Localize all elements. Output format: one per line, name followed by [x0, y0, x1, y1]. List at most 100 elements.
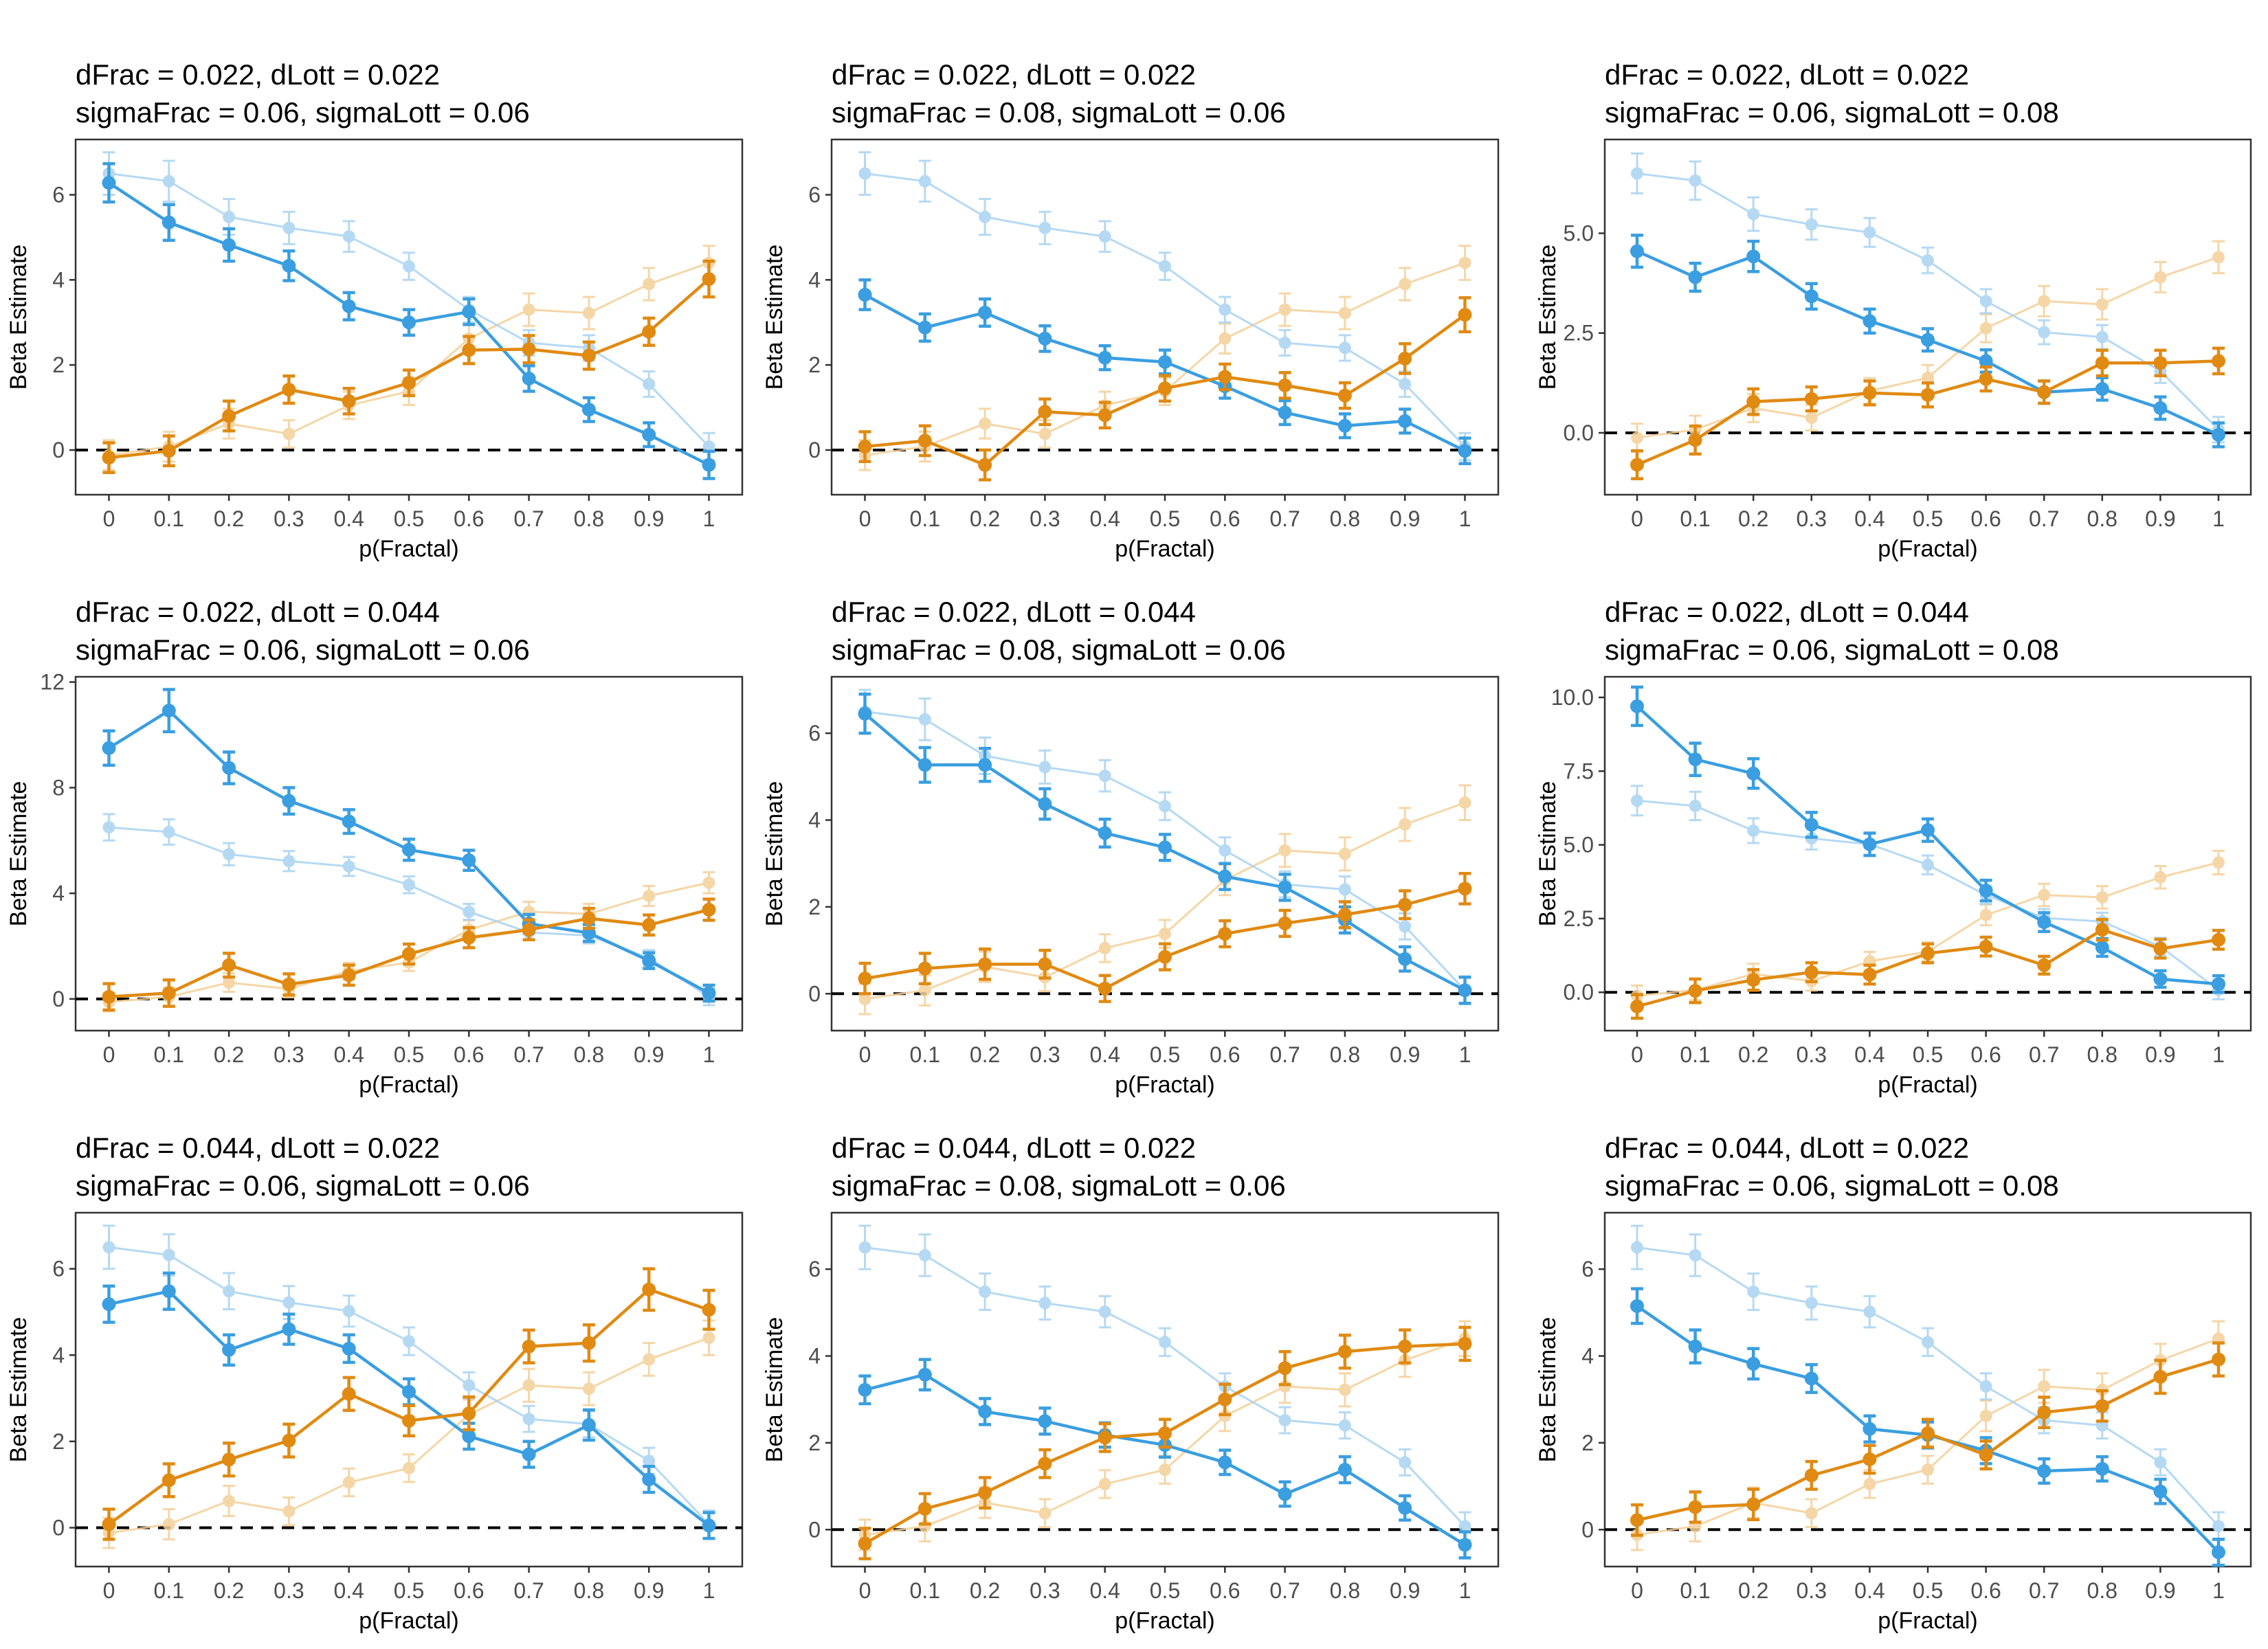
reference-fractal-series-point	[223, 848, 236, 861]
lottery-series-point	[642, 1282, 656, 1297]
x-tick-label: 0	[859, 1042, 871, 1067]
x-axis-label: p(Fractal)	[1115, 1072, 1214, 1098]
lottery-series-point	[1278, 916, 1292, 930]
fractal-series	[102, 162, 716, 480]
x-tick-label: 0.3	[274, 506, 304, 531]
x-tick-label: 0.3	[274, 1042, 304, 1067]
fractal-series-point	[1630, 244, 1644, 258]
lottery-series-point	[2153, 1369, 2168, 1384]
panel-frame	[1603, 1211, 2252, 1568]
reference-fractal-series-point	[342, 1305, 355, 1318]
lottery-series-point	[581, 348, 596, 363]
reference-fractal-series-point	[1689, 174, 1702, 187]
reference-fractal-series-point	[403, 878, 415, 891]
lottery-series-point	[1038, 957, 1052, 972]
reference-fractal-series-point	[1979, 295, 1992, 308]
x-tick-label: 0.6	[454, 1042, 484, 1067]
lottery-series-point	[1398, 351, 1412, 366]
lottery-series-point	[978, 1485, 992, 1500]
lottery-series-point	[102, 1517, 116, 1532]
lottery-series-point	[581, 911, 596, 926]
fractal-series-point	[1038, 1414, 1052, 1428]
reference-lottery-series-point	[1338, 847, 1351, 860]
fractal-series-point	[1158, 840, 1172, 855]
lottery-series-point	[402, 376, 416, 390]
panel-1: dFrac = 0.022, dLott = 0.022 sigmaFrac = …	[5, 58, 744, 562]
reference-lottery-series-point	[2038, 295, 2051, 308]
fractal-series-point	[1688, 1339, 1702, 1354]
fractal-series	[858, 278, 1472, 466]
panel-title-line1: dFrac = 0.022, dLott = 0.022	[832, 58, 1196, 91]
lottery-series	[858, 296, 1472, 482]
lottery-series-point	[162, 986, 176, 1000]
reference-fractal-series-point	[223, 210, 236, 223]
x-tick-label: 0.5	[1150, 1042, 1180, 1067]
panel-title-line2: sigmaFrac = 0.06, sigmaLott = 0.06	[76, 1169, 530, 1202]
x-tick-label: 0.3	[1030, 506, 1060, 531]
fractal-series-point	[978, 1404, 992, 1419]
reference-lottery-series-point	[2038, 1380, 2051, 1393]
fractal-series	[858, 693, 1472, 1005]
reference-fractal-series-point	[1219, 303, 1232, 316]
reference-fractal-series-point	[1159, 260, 1171, 273]
x-tick-label: 0.6	[1970, 506, 2001, 531]
x-tick-label: 0.3	[1797, 1578, 1827, 1603]
fractal-series-point	[282, 258, 296, 273]
lottery-series-point	[1337, 388, 1352, 403]
x-tick-label: 0.5	[1913, 1578, 1943, 1603]
lottery-series-point	[522, 1339, 536, 1354]
reference-lottery-series-point	[1458, 256, 1471, 269]
reference-lottery-series-point	[1098, 1477, 1111, 1490]
lottery-series-point	[2212, 354, 2225, 368]
lottery-series-point	[702, 1303, 716, 1317]
reference-lottery-series-point	[1399, 818, 1412, 831]
fractal-series-point	[702, 1518, 716, 1533]
reference-fractal-series-point	[1338, 341, 1351, 355]
lottery-series-point	[342, 968, 356, 983]
fractal-series-point	[918, 1367, 932, 1382]
lottery-series-point	[1337, 1345, 1352, 1359]
lottery-series-point	[858, 972, 872, 986]
y-tick-label: 2	[808, 895, 821, 919]
lottery-series-point	[1921, 946, 1935, 961]
reference-fractal-series-point	[1399, 378, 1412, 391]
x-tick-label: 0.7	[1269, 506, 1300, 531]
reference-fractal-series-point	[1278, 1414, 1291, 1427]
x-tick-label: 0.6	[1210, 1042, 1240, 1067]
x-tick-label: 0.5	[1913, 1042, 1943, 1067]
x-tick-label: 0.6	[1210, 1578, 1240, 1603]
reference-fractal-series-point	[2154, 1456, 2167, 1469]
reference-fractal-series-point	[2038, 326, 2051, 339]
x-tick-label: 0.5	[394, 506, 424, 531]
reference-lottery-series-point	[1979, 1409, 1992, 1422]
fractal-series-point	[222, 761, 236, 775]
reference-lottery-series-line	[109, 882, 709, 1003]
reference-lottery-series-point	[522, 303, 535, 316]
x-tick-label: 0	[103, 506, 115, 531]
reference-lottery-series-point	[858, 992, 871, 1005]
fractal-series-point	[1458, 444, 1472, 458]
x-tick-label: 0.7	[2029, 1042, 2059, 1067]
fractal-series-point	[342, 814, 356, 829]
reference-fractal-series-point	[1458, 1520, 1471, 1533]
y-tick-label: 0	[808, 438, 821, 462]
reference-lottery-series-point	[1219, 332, 1232, 345]
y-tick-label: 0	[808, 1517, 821, 1542]
y-tick-label: 6	[52, 182, 65, 207]
fractal-series-point	[402, 1384, 416, 1399]
reference-fractal-series-point	[1038, 1297, 1052, 1310]
fractal-series-point	[2095, 382, 2109, 396]
reference-fractal-series-point	[979, 210, 992, 223]
x-tick-label: 0.5	[1150, 1578, 1180, 1603]
lottery-series-point	[1458, 308, 1472, 322]
reference-fractal-series-point	[102, 1241, 115, 1254]
y-tick-label: 6	[1581, 1257, 1594, 1281]
reference-fractal-series-point	[1098, 770, 1111, 783]
fractal-series-point	[1098, 826, 1112, 840]
lottery-series-point	[2212, 932, 2225, 947]
reference-fractal-series-point	[1747, 824, 1760, 838]
y-axis-label: Beta Estimate	[5, 1317, 32, 1463]
lottery-series-point	[1337, 908, 1352, 922]
reference-fractal-series-point	[1278, 336, 1291, 349]
